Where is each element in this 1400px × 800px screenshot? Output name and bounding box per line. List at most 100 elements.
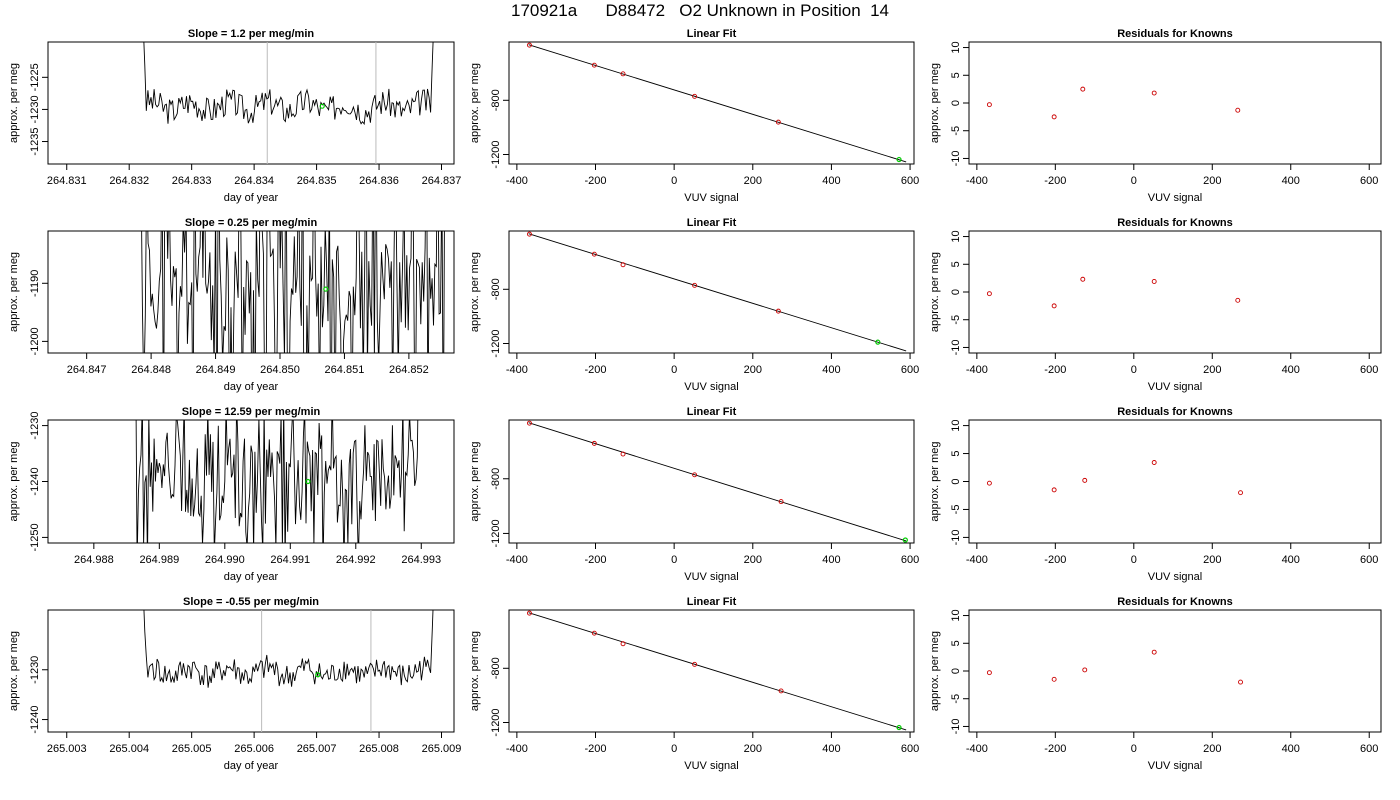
x-tick-label: 265.006 (234, 743, 274, 755)
known-point (591, 251, 597, 257)
x-tick-label: -400 (966, 554, 988, 566)
y-axis-label: approx. per meg (469, 63, 481, 143)
y-tick-label: -5 (950, 505, 962, 515)
panel-title: Residuals for Knowns (1117, 406, 1233, 418)
x-tick-label: 264.836 (359, 175, 399, 187)
y-axis-label: approx. per meg (469, 441, 481, 521)
known-point (1051, 487, 1057, 493)
y-tick-label: 5 (950, 72, 962, 78)
known-point (526, 610, 532, 616)
x-tick-label: 264.850 (260, 364, 300, 376)
x-tick-label: 264.837 (422, 175, 462, 187)
y-tick-label: 10 (950, 230, 962, 242)
panel-title: Linear Fit (687, 217, 737, 229)
known-point (1235, 297, 1241, 303)
y-tick-label: -10 (950, 719, 962, 735)
x-tick-label: 264.848 (131, 364, 171, 376)
known-point (1051, 114, 1057, 120)
unknown-marker (323, 286, 329, 292)
plot-area (143, 42, 434, 164)
y-tick-label: 10 (950, 41, 962, 53)
unknown-marker (315, 672, 321, 678)
x-tick-label: 600 (901, 175, 919, 187)
known-point (1238, 679, 1243, 685)
panel-1-3: Residuals for Knowns -400 -200 0 200 400 600 -1… (929, 28, 1382, 204)
panel-title: Slope = 0.25 per meg/min (185, 217, 318, 229)
plot-area (526, 231, 907, 352)
x-tick-label: 200 (1203, 554, 1221, 566)
plot-area (526, 420, 908, 543)
y-tick-label: -5 (950, 315, 962, 325)
x-tick-label: 265.009 (422, 743, 462, 755)
known-point (986, 291, 992, 297)
x-tick-label: 264.847 (67, 364, 107, 376)
x-axis-label: day of year (224, 381, 279, 393)
x-tick-label: 400 (822, 175, 840, 187)
known-point (526, 231, 532, 237)
panel-3-3: Residuals for Knowns -400 -200 0 200 400 600 -1… (929, 406, 1382, 583)
signal-trace (135, 420, 419, 543)
x-axis-label: VUV signal (1148, 192, 1202, 204)
x-tick-label: 265.008 (359, 743, 399, 755)
x-axis-label: VUV signal (1148, 760, 1202, 772)
x-tick-label: 400 (1282, 554, 1300, 566)
x-tick-label: 264.988 (74, 554, 114, 566)
y-tick-label: 10 (950, 609, 962, 621)
y-tick-label: -1200 (29, 327, 41, 355)
panel-2-1: Slope = 0.25 per meg/min 264.847 264.848 26… (8, 217, 455, 393)
y-tick-label: -1225 (29, 63, 41, 91)
known-point (620, 71, 626, 77)
known-point (620, 262, 626, 268)
x-tick-label: 265.004 (109, 743, 149, 755)
plot-area (986, 649, 1243, 685)
unknown-point (896, 156, 902, 163)
panel-title: Residuals for Knowns (1117, 596, 1233, 608)
plot-area (526, 610, 907, 731)
x-tick-label: 400 (822, 364, 840, 376)
x-tick-label: -400 (506, 554, 528, 566)
x-tick-label: 200 (1203, 743, 1221, 755)
x-tick-label: -400 (966, 743, 988, 755)
y-tick-label: -1230 (29, 95, 41, 123)
known-point (1235, 107, 1241, 113)
x-tick-label: 264.834 (234, 175, 274, 187)
y-axis-label: approx. per meg (8, 252, 20, 332)
y-tick-label: -10 (950, 340, 962, 356)
x-tick-label: 200 (744, 364, 762, 376)
fit-line (528, 233, 907, 352)
unknown-point (896, 724, 902, 731)
y-tick-label: -1240 (29, 705, 41, 733)
plot-frame (508, 41, 915, 165)
plot-frame (968, 609, 1382, 733)
x-tick-label: -400 (506, 364, 528, 376)
known-point (1080, 276, 1086, 282)
known-point (692, 282, 698, 288)
fit-line (528, 612, 907, 731)
y-axis-label: approx. per meg (8, 63, 20, 143)
y-axis-label: approx. per meg (469, 252, 481, 332)
plot-frame (968, 230, 1382, 354)
x-axis-label: VUV signal (684, 760, 738, 772)
known-point (986, 480, 992, 486)
known-point (1080, 86, 1086, 92)
known-point (692, 93, 698, 99)
y-tick-label: -1190 (29, 270, 41, 297)
x-tick-label: -400 (966, 364, 988, 376)
signal-trace (143, 610, 434, 688)
y-tick-label: 0 (950, 289, 962, 295)
y-tick-label: -800 (490, 468, 502, 490)
x-tick-label: 0 (671, 554, 677, 566)
y-tick-label: 0 (950, 668, 962, 674)
y-tick-label: -1200 (490, 708, 502, 736)
plot-area (986, 86, 1241, 120)
x-tick-label: -200 (1044, 175, 1066, 187)
known-point (591, 630, 597, 636)
plot-area (526, 42, 907, 163)
y-tick-label: 5 (950, 640, 962, 646)
plot-frame (508, 419, 915, 544)
x-tick-label: 600 (901, 364, 919, 376)
x-axis-label: day of year (224, 760, 279, 772)
known-point (692, 472, 698, 478)
x-tick-label: 0 (671, 743, 677, 755)
